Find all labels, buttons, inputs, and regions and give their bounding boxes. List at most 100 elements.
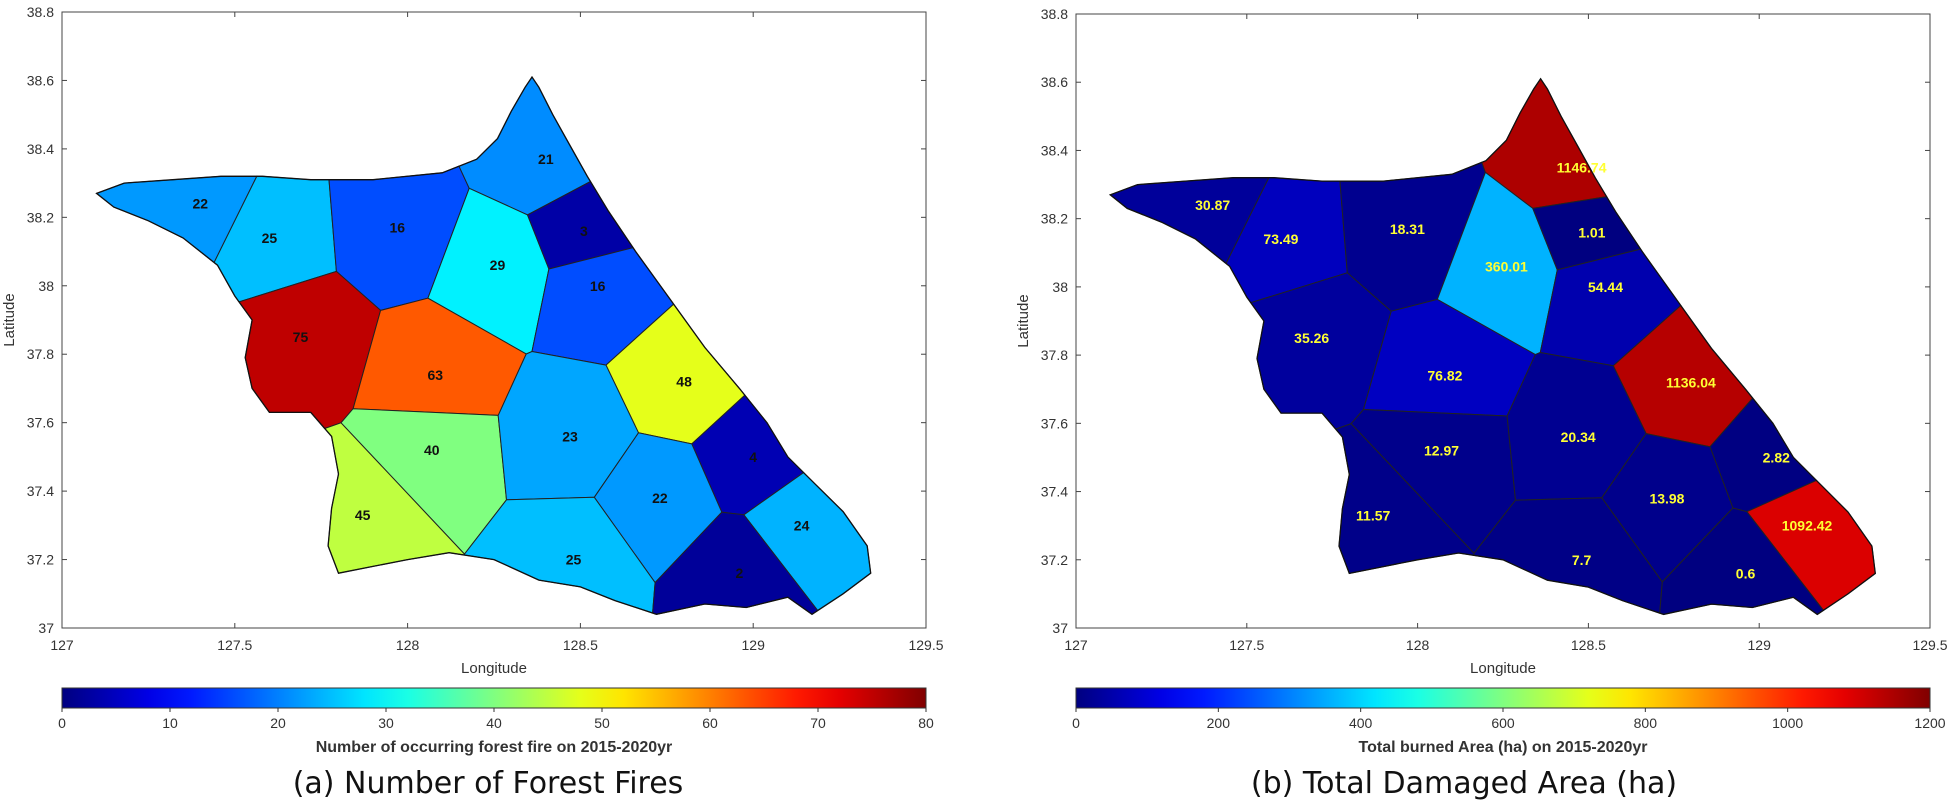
x-tick-label: 129 [742, 637, 766, 653]
y-tick-label: 38.4 [27, 141, 54, 157]
y-axis-label: Latitude [1, 293, 18, 346]
region-value-label: 21 [538, 151, 554, 167]
y-tick-label: 37.6 [27, 415, 54, 431]
colorbar-title: Number of occurring forest fire on 2015-… [316, 739, 673, 756]
y-tick-label: 38.6 [1041, 74, 1068, 90]
region-value-label: 16 [389, 220, 405, 236]
region-value-label: 11.57 [1356, 507, 1390, 523]
damaged-area-map: 127 127.5 128 128.5 129 129.5 37 37.2 37.4 37.6 37… [1015, 6, 1948, 756]
x-tick-label: 129.5 [908, 637, 943, 653]
caption-a: (a) Number of Forest Fires [292, 766, 684, 801]
colorbar-tick-label: 0 [58, 715, 66, 731]
region-value-label: 0.6 [1736, 565, 1756, 581]
y-tick-label: 38.2 [1041, 211, 1068, 227]
region-value-label: 35.26 [1294, 330, 1329, 346]
region-value-label: 3 [580, 223, 588, 239]
colorbar-title: Total burned Area (ha) on 2015-2020yr [1359, 739, 1648, 756]
region-value-label: 1136.04 [1666, 374, 1716, 390]
x-tick-label: 128 [1406, 637, 1430, 653]
y-tick-label: 37.4 [1041, 484, 1068, 500]
province-outline [95, 75, 872, 616]
y-tick-label: 38.2 [27, 209, 54, 225]
panel-forest-fire-count: 127 127.5 128 128.5 129 129.5 37 37.2 37.4 37.6 37… [1, 4, 944, 801]
region-value-label: 20.34 [1561, 429, 1596, 445]
region-value-label: 18.31 [1390, 221, 1425, 237]
y-tick-label: 37.2 [1041, 552, 1068, 568]
colorbar-tick-label: 50 [594, 715, 610, 731]
x-tick-label: 127 [50, 637, 74, 653]
y-tick-label: 38.8 [1041, 6, 1068, 22]
region-value-label: 23 [562, 428, 578, 444]
region-value-label: 2 [735, 565, 743, 581]
colorbar-tick-label: 1200 [1914, 715, 1945, 731]
region-value-label: 12.97 [1424, 443, 1459, 459]
colorbar-tick-label: 40 [486, 715, 502, 731]
region-value-label: 1092.42 [1782, 518, 1833, 534]
colorbar-tick-label: 30 [378, 715, 394, 731]
x-axis-label: Longitude [461, 660, 527, 677]
y-tick-label: 37.8 [1041, 347, 1068, 363]
region-value-label: 30.87 [1195, 197, 1230, 213]
y-tick-label: 37.8 [27, 346, 54, 362]
region-value-label: 24 [794, 517, 810, 533]
colorbar-tick-label: 20 [270, 715, 286, 731]
province-outline [1108, 77, 1876, 616]
colorbar-tick-label: 800 [1634, 715, 1658, 731]
region-value-label: 75 [293, 329, 309, 345]
region-value-label: 25 [566, 552, 582, 568]
region-value-label: 4 [749, 449, 757, 465]
y-tick-label: 37.6 [1041, 415, 1068, 431]
region-value-label: 7.7 [1572, 552, 1592, 568]
y-axis-label: Latitude [1015, 294, 1032, 347]
y-tick-label: 37 [1052, 620, 1068, 636]
colorbar [61, 687, 927, 709]
y-tick-label: 37 [38, 620, 54, 636]
region-value-label: 22 [192, 196, 208, 212]
colorbar-tick-label: 10 [162, 715, 178, 731]
region-value-label: 1146.74 [1557, 160, 1607, 176]
region-value-label: 16 [590, 278, 606, 294]
region-value-label: 2.82 [1763, 449, 1790, 465]
x-tick-label: 127.5 [217, 637, 252, 653]
colorbar-tick-label: 0 [1072, 715, 1080, 731]
colorbar-tick-label: 1000 [1772, 715, 1803, 731]
y-tick-label: 37.2 [27, 552, 54, 568]
caption-b: (b) Total Damaged Area (ha) [1250, 766, 1678, 801]
region-value-label: 360.01 [1485, 258, 1528, 274]
province-regions [1109, 77, 1876, 616]
colorbar-tick-label: 70 [810, 715, 826, 731]
y-tick-label: 38.4 [1041, 142, 1068, 158]
region-value-label: 73.49 [1263, 231, 1298, 247]
colorbar [1075, 687, 1931, 709]
region-value-label: 25 [262, 230, 278, 246]
y-tick-label: 38 [1052, 279, 1068, 295]
colorbar-tick-label: 60 [702, 715, 718, 731]
y-tick-label: 38 [38, 278, 54, 294]
colorbar-tick-label: 200 [1207, 715, 1231, 731]
region-value-label: 40 [424, 442, 440, 458]
x-tick-label: 128 [396, 637, 420, 653]
panel-damaged-area: 127 127.5 128 128.5 129 129.5 37 37.2 37.4 37.6 37… [976, 0, 1952, 809]
x-tick-label: 128.5 [1571, 637, 1606, 653]
colorbar-tick-label: 600 [1491, 715, 1515, 731]
y-tick-label: 38.8 [27, 4, 54, 20]
region-value-label: 54.44 [1588, 279, 1623, 295]
region-value-label: 63 [427, 367, 443, 383]
region-value-label: 45 [355, 507, 371, 523]
x-tick-label: 129.5 [1912, 637, 1947, 653]
region-value-label: 29 [490, 257, 506, 273]
x-tick-label: 129 [1748, 637, 1772, 653]
y-tick-label: 37.4 [27, 483, 54, 499]
forest-fire-count-map: 127 127.5 128 128.5 129 129.53737.237.437.637… [1, 4, 944, 756]
x-tick-label: 127 [1064, 637, 1088, 653]
region-value-label: 13.98 [1649, 490, 1684, 506]
region-value-label: 76.82 [1427, 368, 1462, 384]
colorbar-tick-label: 80 [918, 715, 934, 731]
colorbar-tick-label: 400 [1349, 715, 1373, 731]
x-tick-label: 128.5 [563, 637, 598, 653]
region-value-label: 1.01 [1578, 224, 1605, 240]
y-tick-label: 38.6 [27, 72, 54, 88]
region-value-label: 48 [676, 374, 692, 390]
province-regions [95, 76, 872, 615]
region-value-label: 22 [652, 490, 668, 506]
